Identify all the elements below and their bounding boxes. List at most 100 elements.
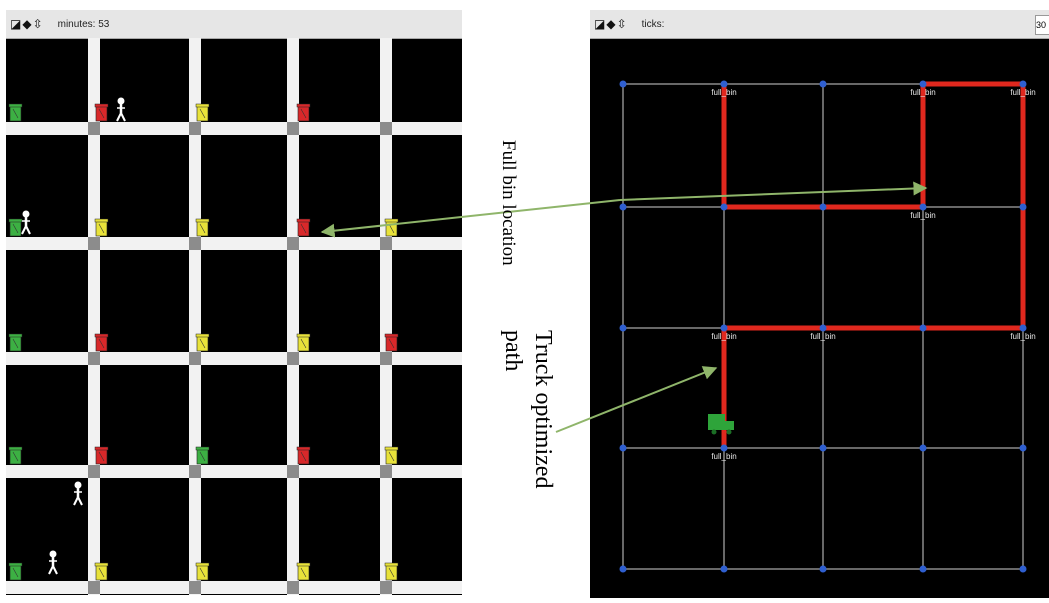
graph-node (720, 203, 728, 211)
ticks-counter-label: ticks: (641, 18, 665, 30)
graph-node (1019, 80, 1027, 88)
window-controls-icon[interactable]: ◪◆⇳ (10, 17, 44, 31)
horizontal-road (6, 237, 462, 250)
vertical-road (380, 38, 392, 595)
full-bin-node-label: full_bin (910, 88, 935, 97)
horizontal-road (6, 465, 462, 478)
truck-caption-line-2: path (500, 330, 526, 372)
truck-icon (708, 414, 734, 435)
waste-bin-icon (195, 446, 210, 465)
waste-bin-icon (195, 103, 210, 122)
intersection (189, 352, 201, 365)
intersection (88, 237, 100, 250)
intersection (380, 465, 392, 478)
waste-bin-icon (94, 333, 109, 352)
graph-node (619, 565, 627, 573)
intersection (189, 237, 201, 250)
waste-bin-icon (94, 218, 109, 237)
graph-node (1019, 444, 1027, 452)
waste-bin-icon (8, 103, 23, 122)
graph-node (619, 444, 627, 452)
truck-optimized-path-caption: Truck optimized path (498, 330, 558, 488)
waste-bin-icon (296, 446, 311, 465)
graph-node (819, 203, 827, 211)
graph-node (619, 324, 627, 332)
pedestrian-icon (73, 481, 83, 506)
intersection (380, 352, 392, 365)
waste-bin-icon (195, 333, 210, 352)
graph-node (819, 565, 827, 573)
graph-node (819, 324, 827, 332)
full-bin-node-label: full_bin (1010, 88, 1035, 97)
pedestrian-icon (116, 97, 126, 122)
ticks-value-field[interactable]: 30 (1035, 15, 1049, 35)
full-bin-node-label: full_bin (711, 88, 736, 97)
waste-bin-icon (296, 562, 311, 581)
waste-bin-icon (384, 333, 399, 352)
intersection (380, 122, 392, 135)
pedestrian-icon (48, 550, 58, 575)
waste-bin-icon (8, 562, 23, 581)
intersection (287, 122, 299, 135)
horizontal-road (6, 122, 462, 135)
intersection (287, 352, 299, 365)
right-window-titlebar: ◪◆⇳ ticks: 30 (590, 10, 1049, 39)
pedestrian-icon (21, 210, 31, 235)
graph-node (720, 565, 728, 573)
graph-node (1019, 324, 1027, 332)
waste-bin-icon (8, 446, 23, 465)
intersection (88, 581, 100, 594)
city-grid-view (6, 38, 462, 595)
full-bin-node-label: full_bin (910, 211, 935, 220)
route-graph-view: full_bin full_bin full_bin full_bin full_bin… (619, 80, 1036, 573)
vertical-road (189, 38, 201, 595)
intersection (189, 581, 201, 594)
full-bin-location-caption: Full bin location (498, 140, 519, 266)
waste-bin-icon (296, 103, 311, 122)
graph-node (919, 444, 927, 452)
minutes-counter-label: minutes: 53 (57, 18, 110, 30)
intersection (189, 465, 201, 478)
waste-bin-icon (296, 333, 311, 352)
optimized-route (721, 81, 1026, 448)
graph-node (720, 444, 728, 452)
intersection (189, 122, 201, 135)
intersection (88, 352, 100, 365)
intersection (287, 465, 299, 478)
graph-node (619, 80, 627, 88)
intersection (380, 581, 392, 594)
waste-bin-icon (8, 218, 23, 237)
graph-node (919, 324, 927, 332)
vertical-road (88, 38, 100, 595)
intersection (287, 581, 299, 594)
graph-node (919, 80, 927, 88)
city-simulation-window: ◪◆⇳ minutes: 53 (6, 10, 462, 595)
waste-bin-icon (94, 562, 109, 581)
waste-bin-icon (94, 103, 109, 122)
waste-bin-icon (384, 446, 399, 465)
waste-bin-icon (384, 562, 399, 581)
graph-node (919, 565, 927, 573)
graph-node (819, 80, 827, 88)
horizontal-road (6, 352, 462, 365)
graph-node (919, 203, 927, 211)
graph-node (1019, 203, 1027, 211)
full-bin-node-label: full_bin (810, 332, 835, 341)
waste-bin-icon (384, 218, 399, 237)
intersection (287, 237, 299, 250)
left-window-titlebar: ◪◆⇳ minutes: 53 (6, 10, 462, 39)
route-simulation-window: ◪◆⇳ ticks: 30 full_bin full_bin full_bin fu… (590, 10, 1049, 598)
intersection (88, 122, 100, 135)
waste-bin-icon (296, 218, 311, 237)
waste-bin-icon (195, 562, 210, 581)
graph-node (1019, 565, 1027, 573)
full-bin-node-label: full_bin (711, 332, 736, 341)
full-bin-node-label: full_bin (711, 452, 736, 461)
vertical-road (287, 38, 299, 595)
graph-node (720, 324, 728, 332)
waste-bin-icon (8, 333, 23, 352)
truck-caption-line-1: Truck optimized (530, 330, 556, 489)
window-controls-icon[interactable]: ◪◆⇳ (594, 17, 628, 31)
graph-node (720, 80, 728, 88)
graph-node (619, 203, 627, 211)
